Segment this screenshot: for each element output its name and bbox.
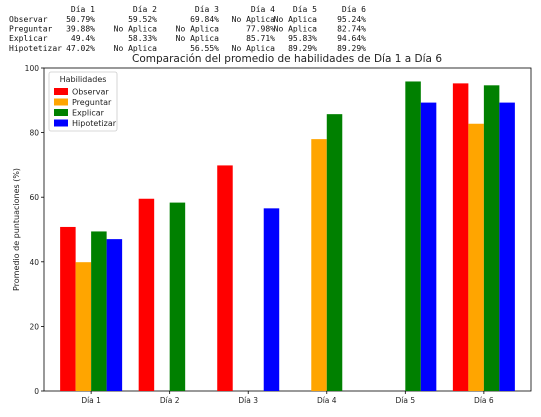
table-cell: No Aplica xyxy=(274,15,318,24)
bar-explicar-1 xyxy=(91,231,107,391)
legend-label: Hipotetizar xyxy=(72,119,117,128)
y-tick-label: 100 xyxy=(25,64,40,73)
x-tick-label: Día 4 xyxy=(317,396,337,405)
table-cell: 85.71% xyxy=(246,34,275,43)
table-cell: No Aplica xyxy=(176,34,220,43)
table-header: Día 3 xyxy=(195,5,219,14)
y-tick-label: 0 xyxy=(34,387,39,396)
x-tick-label: Día 6 xyxy=(474,396,494,405)
bar-explicar-6 xyxy=(483,85,500,391)
x-tick-label: Día 2 xyxy=(160,396,180,405)
table-cell: 77.98% xyxy=(246,25,275,34)
chart-title: Comparación del promedio de habilidades … xyxy=(132,53,442,65)
bar-explicar-2 xyxy=(169,202,186,391)
bar-hipotetizar-5 xyxy=(420,102,437,392)
table-cell: 39.88% xyxy=(66,25,95,34)
x-tick-label: Día 3 xyxy=(238,396,258,405)
y-axis-label: Promedio de puntuaciones (%) xyxy=(12,168,21,291)
legend-swatch-preguntar xyxy=(54,98,68,106)
summary-table: Día 1 Día 2 Día 3 Día 4 Día 5 Día 6 Observar 50… xyxy=(9,5,366,53)
x-tick-label: Día 1 xyxy=(81,396,101,405)
table-row-label: Hipotetizar xyxy=(9,44,62,53)
table-header: Día 1 xyxy=(71,5,95,14)
bar-observar-6 xyxy=(452,83,469,391)
table-cell: No Aplica xyxy=(176,25,220,34)
plot-area: 0 20 40 60 80 100 Promedio de puntuaciones (%)… xyxy=(12,64,532,405)
bar-observar-3 xyxy=(217,165,233,391)
table-cell: 69.84% xyxy=(190,15,219,24)
bar-observar-1 xyxy=(60,226,76,391)
y-tick-label: 40 xyxy=(29,258,39,267)
table-row-label: Preguntar xyxy=(9,25,53,34)
table-header: Día 5 xyxy=(293,5,317,14)
table-cell: 58.33% xyxy=(128,34,157,43)
table-header: Día 2 xyxy=(133,5,157,14)
table-row-label: Explicar xyxy=(9,34,48,43)
y-tick-label: 60 xyxy=(29,193,39,202)
bar-hipotetizar-3 xyxy=(263,208,280,391)
table-cell: 89.29% xyxy=(288,44,317,53)
legend-swatch-observar xyxy=(54,88,68,95)
table-cell: 50.79% xyxy=(66,15,95,24)
legend-box xyxy=(48,71,118,132)
legend-label: Preguntar xyxy=(72,98,112,107)
table-cell: 95.83% xyxy=(288,34,317,43)
legend-swatch-hipotetizar xyxy=(54,119,68,127)
table-cell: No Aplica xyxy=(274,25,318,34)
bar-explicar-4 xyxy=(326,114,343,391)
bar-preguntar-4 xyxy=(311,139,327,391)
bar-preguntar-1 xyxy=(75,262,92,391)
table-cell: 82.74% xyxy=(337,25,366,34)
bar-preguntar-6 xyxy=(468,123,484,391)
y-tick-label: 80 xyxy=(29,129,39,138)
table-header: Día 4 xyxy=(251,5,275,14)
table-cell: 95.24% xyxy=(337,15,366,24)
table-cell: 59.52% xyxy=(128,15,157,24)
table-cell: 89.29% xyxy=(337,44,366,53)
bar-hipotetizar-1 xyxy=(106,239,123,391)
table-cell: No Aplica xyxy=(114,44,158,53)
table-cell: 94.64% xyxy=(337,34,366,43)
x-tick-label: Día 5 xyxy=(396,396,416,405)
y-tick-label: 20 xyxy=(29,322,39,331)
table-cell: No Aplica xyxy=(232,15,276,24)
legend-label: Explicar xyxy=(72,109,105,118)
bar-observar-2 xyxy=(138,198,155,391)
table-cell: 49.4% xyxy=(71,34,95,43)
legend-label: Observar xyxy=(72,88,109,97)
bar-explicar-5 xyxy=(405,81,421,391)
table-header: Día 6 xyxy=(342,5,366,14)
legend-title: Habilidades xyxy=(60,75,107,84)
legend-swatch-explicar xyxy=(54,109,68,116)
bar-hipotetizar-6 xyxy=(499,102,515,392)
table-cell: 56.55% xyxy=(190,44,219,53)
table-row-label: Observar xyxy=(9,15,48,24)
table-cell: 47.02% xyxy=(66,44,95,53)
table-cell: No Aplica xyxy=(114,25,158,34)
plot-frame xyxy=(43,67,532,392)
table-cell: No Aplica xyxy=(232,44,276,53)
